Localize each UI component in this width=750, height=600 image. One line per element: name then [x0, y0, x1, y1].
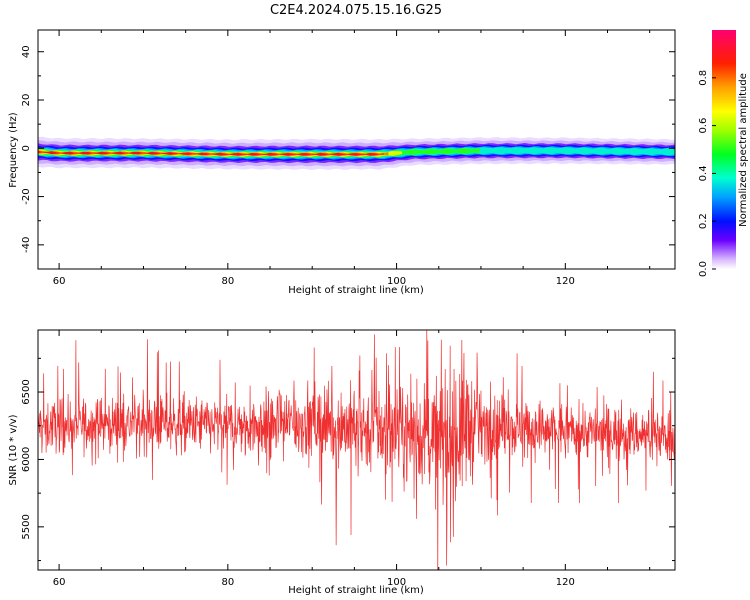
- spectrogram-xtick-label: 100: [387, 276, 406, 287]
- snr-xtick-label: 60: [53, 577, 66, 588]
- spectrogram-xlabel: Height of straight line (km): [288, 285, 424, 296]
- snr-xtick-label: 80: [221, 577, 234, 588]
- spectrogram-axes: 60 80 100 120 -40 -20 0 20 40: [21, 30, 675, 287]
- spectrogram-xtick-label: 120: [556, 276, 575, 287]
- snr-panel: 60 80 100 120 5500 6000 6500 Height of straigh…: [8, 329, 676, 596]
- spectrogram-ylabel: Frequency (Hz): [8, 112, 19, 188]
- snr-xtick-label: 100: [387, 577, 406, 588]
- spectrogram-ytick-label: -40: [21, 237, 32, 253]
- snr-axes: 60 80 100 120 5500 6000 6500: [21, 330, 675, 588]
- spectrogram-ytick-label: 20: [21, 94, 32, 107]
- colorbar-tick-label: 0.4: [698, 165, 709, 181]
- figure-title: C2E4.2024.075.15.16.G25: [270, 3, 442, 18]
- snr-series-line: [38, 330, 675, 570]
- colorbar-tick-label: 0.2: [698, 213, 709, 229]
- snr-ylabel: SNR (10 * v/v): [8, 414, 19, 485]
- snr-ytick-label: 6000: [21, 447, 32, 472]
- snr-ytick-label: 6500: [21, 379, 32, 404]
- colorbar-gradient: [712, 30, 736, 269]
- spectrogram-frame: [37, 29, 676, 270]
- colorbar-label: Normalized spectral amplitude: [738, 73, 749, 227]
- colorbar-tick-label: 0.6: [698, 118, 709, 134]
- snr-ytick-label: 5500: [21, 514, 32, 539]
- spectrogram-ytick-label: 0: [21, 145, 32, 151]
- snr-frame: [37, 329, 676, 571]
- colorbar: 0.0 0.2 0.4 0.6 0.8 Normalized spectral ampl…: [698, 30, 749, 277]
- spectrogram-xtick-label: 80: [221, 276, 234, 287]
- spectrogram-ytick-label: 40: [21, 45, 32, 58]
- spectral-band: [38, 136, 675, 170]
- colorbar-tick-label: 0.8: [698, 70, 709, 86]
- spectral-band-layer: [38, 150, 384, 156]
- colorbar-ticks: 0.0 0.2 0.4 0.6 0.8: [698, 70, 716, 277]
- spectrogram-ytick-label: -20: [21, 188, 32, 204]
- spectrogram-xtick-label: 60: [53, 276, 66, 287]
- snr-xtick-label: 120: [556, 577, 575, 588]
- snr-xlabel: Height of straight line (km): [288, 585, 424, 596]
- spectrogram-panel: 60 80 100 120 -40 -20 0 20 40 Height of straight…: [8, 29, 676, 296]
- colorbar-tick-label: 0.0: [698, 261, 709, 277]
